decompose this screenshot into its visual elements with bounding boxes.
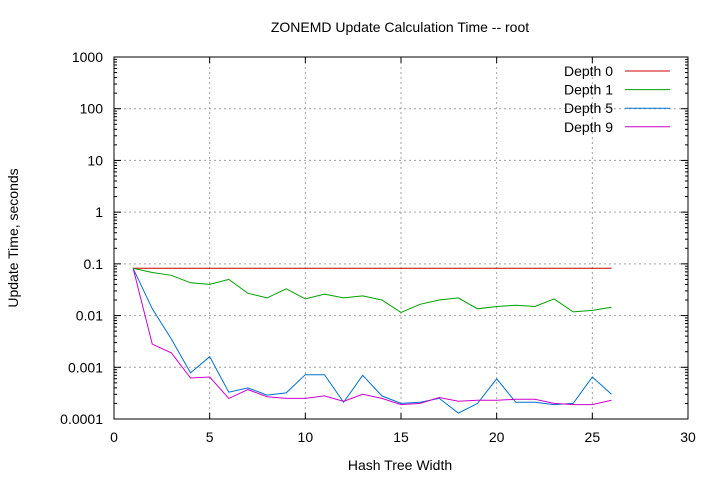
series-line-depth-9 — [132, 268, 612, 406]
y-tick-label: 0.1 — [84, 256, 104, 272]
series-line-depth-1 — [132, 267, 612, 313]
y-tick-label: 0.0001 — [60, 411, 103, 427]
x-axis-label: Hash Tree Width — [348, 457, 452, 473]
chart-title: ZONEMD Update Calculation Time -- root — [271, 19, 529, 35]
legend-label-depth-0: Depth 0 — [564, 63, 613, 79]
legend: Depth 0 Depth 1 Depth 5 Depth 9 — [564, 63, 670, 135]
x-tick-label: 25 — [585, 429, 601, 445]
y-tick-label: 1 — [95, 204, 103, 220]
x-tick-label: 10 — [298, 429, 314, 445]
x-tick-label: 5 — [206, 429, 214, 445]
series-lines — [132, 267, 612, 414]
x-tick-label: 0 — [110, 429, 118, 445]
x-tick-label: 15 — [393, 429, 409, 445]
x-tick-label: 30 — [680, 429, 696, 445]
y-tick-label: 0.01 — [76, 308, 103, 324]
legend-label-depth-1: Depth 1 — [564, 82, 613, 98]
y-tick-label: 1000 — [72, 49, 103, 65]
legend-label-depth-5: Depth 5 — [564, 100, 613, 116]
grid — [114, 57, 688, 419]
y-tick-label: 100 — [80, 101, 104, 117]
legend-label-depth-9: Depth 9 — [564, 119, 613, 135]
axis-ticks: 0 5 10 15 20 25 30 0.0001 0.001 0.01 0.1 1 10 100 1000 — [60, 49, 696, 445]
y-axis-label: Update Time, seconds — [5, 168, 21, 307]
series-line-depth-5 — [132, 268, 612, 414]
y-tick-label: 10 — [87, 152, 103, 168]
y-tick-label: 0.001 — [68, 359, 103, 375]
x-tick-label: 20 — [489, 429, 505, 445]
